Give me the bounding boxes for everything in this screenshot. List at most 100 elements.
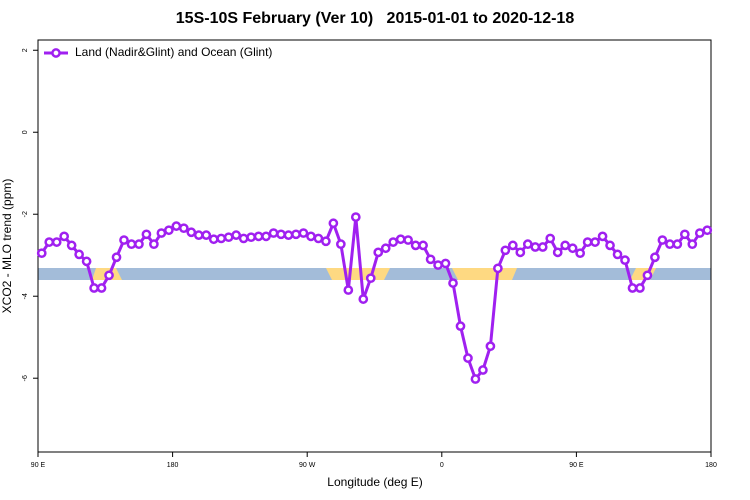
data-point: [380, 243, 391, 254]
data-point: [51, 237, 62, 247]
data-point: [537, 242, 548, 252]
x-tick-label: 0: [440, 462, 444, 469]
y-axis-label: XCO2 - MLO trend (ppm): [0, 179, 14, 314]
data-point: [635, 283, 645, 293]
data-point: [261, 231, 271, 242]
data-point: [605, 240, 615, 251]
data-point: [627, 283, 638, 293]
data-point: [126, 239, 137, 250]
data-point: [463, 353, 473, 363]
data-point: [650, 252, 660, 263]
data-point: [156, 228, 167, 238]
data-point: [388, 237, 399, 247]
y-tick-label: -4: [22, 293, 29, 299]
data-point: [440, 258, 451, 269]
data-point: [597, 231, 608, 242]
data-point: [365, 273, 376, 284]
data-point: [590, 237, 600, 247]
data-point: [425, 254, 436, 265]
data-point: [567, 243, 578, 254]
data-point: [134, 239, 144, 250]
x-tick-label: 180: [705, 462, 717, 469]
data-point: [201, 230, 212, 240]
x-tick-label: 180: [167, 462, 179, 469]
data-point: [291, 229, 301, 240]
data-point: [530, 242, 541, 252]
data-point: [164, 225, 174, 236]
data-point: [313, 233, 324, 244]
data-point: [66, 240, 77, 251]
data-point: [657, 235, 668, 245]
data-point: [216, 233, 227, 244]
data-point: [328, 218, 339, 229]
data-point: [507, 240, 518, 251]
data-point: [395, 234, 406, 245]
data-point: [193, 230, 204, 240]
data-point: [298, 228, 309, 238]
data-point: [59, 231, 70, 242]
data-point: [642, 270, 653, 281]
data-point: [238, 233, 249, 244]
y-tick-label: -6: [22, 375, 29, 381]
data-point: [687, 239, 698, 250]
data-point: [410, 240, 421, 251]
legend-label: Land (Nadir&Glint) and Ocean (Glint): [75, 45, 272, 59]
data-point: [276, 229, 286, 240]
plot-frame: [37, 39, 712, 453]
data-point: [283, 230, 294, 240]
data-point: [253, 231, 264, 242]
data-point: [223, 232, 234, 243]
y-tick-label: -2: [22, 211, 29, 217]
data-point: [111, 252, 122, 263]
data-point: [560, 240, 571, 251]
data-point: [178, 223, 189, 234]
x-tick-label: 90 E: [569, 462, 584, 469]
x-axis-label: Longitude (deg E): [327, 475, 422, 489]
x-tick-label: 90 W: [299, 462, 316, 469]
data-point: [373, 247, 384, 258]
data-point: [612, 249, 623, 260]
data-point: [455, 321, 466, 331]
data-point: [620, 255, 630, 265]
data-point: [694, 228, 705, 238]
data-point: [672, 239, 683, 250]
data-point: [336, 239, 346, 250]
data-point: [171, 221, 182, 231]
data-point: [186, 227, 197, 238]
data-point: [350, 212, 361, 222]
data-point: [665, 239, 675, 250]
data-point: [246, 232, 256, 243]
data-point: [268, 228, 279, 238]
data-point: [343, 285, 354, 295]
data-point: [522, 239, 533, 250]
data-point: [36, 248, 47, 259]
data-point: [582, 237, 593, 247]
data-point: [306, 231, 316, 242]
data-point: [493, 263, 503, 274]
data-point: [403, 235, 413, 245]
data-point: [433, 260, 443, 270]
data-point: [448, 278, 458, 288]
data-point: [74, 249, 84, 260]
data-point: [515, 247, 526, 258]
data-point: [119, 235, 129, 245]
x-tick-label: 90 E: [31, 462, 46, 469]
data-point: [679, 229, 690, 240]
surface-band: [38, 268, 711, 280]
data-point: [702, 225, 713, 236]
data-point: [545, 233, 556, 244]
data-point: [141, 229, 152, 240]
data-point: [321, 236, 331, 247]
chart-title: 15S-10S February (Ver 10) 2015-01-01 to …: [176, 10, 575, 27]
data-point: [500, 245, 511, 256]
data-point: [231, 230, 242, 240]
data-point: [358, 294, 369, 304]
data-point: [478, 365, 488, 375]
data-point: [418, 240, 428, 251]
data-point: [149, 239, 159, 250]
data-point: [44, 237, 55, 247]
data-point: [81, 256, 92, 267]
data-point: [104, 270, 114, 281]
data-point: [470, 374, 481, 384]
